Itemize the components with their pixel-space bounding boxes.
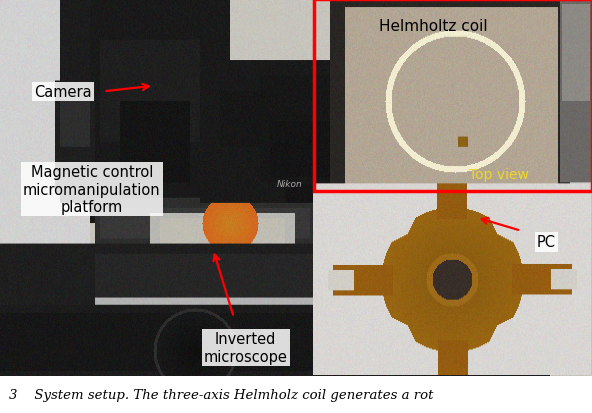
Text: Helmholtz coil: Helmholtz coil (379, 19, 488, 34)
Text: Camera: Camera (34, 85, 92, 100)
Text: 3    System setup. The three-axis Helmholz coil generates a rot: 3 System setup. The three-axis Helmholz … (9, 388, 433, 401)
Text: Top view: Top view (469, 168, 529, 182)
Text: Magnetic control
micromanipulation
platform: Magnetic control micromanipulation platf… (23, 165, 160, 215)
Text: Nikon: Nikon (277, 180, 303, 189)
Text: Inverted
microscope: Inverted microscope (204, 332, 288, 364)
Text: PC: PC (537, 235, 556, 250)
